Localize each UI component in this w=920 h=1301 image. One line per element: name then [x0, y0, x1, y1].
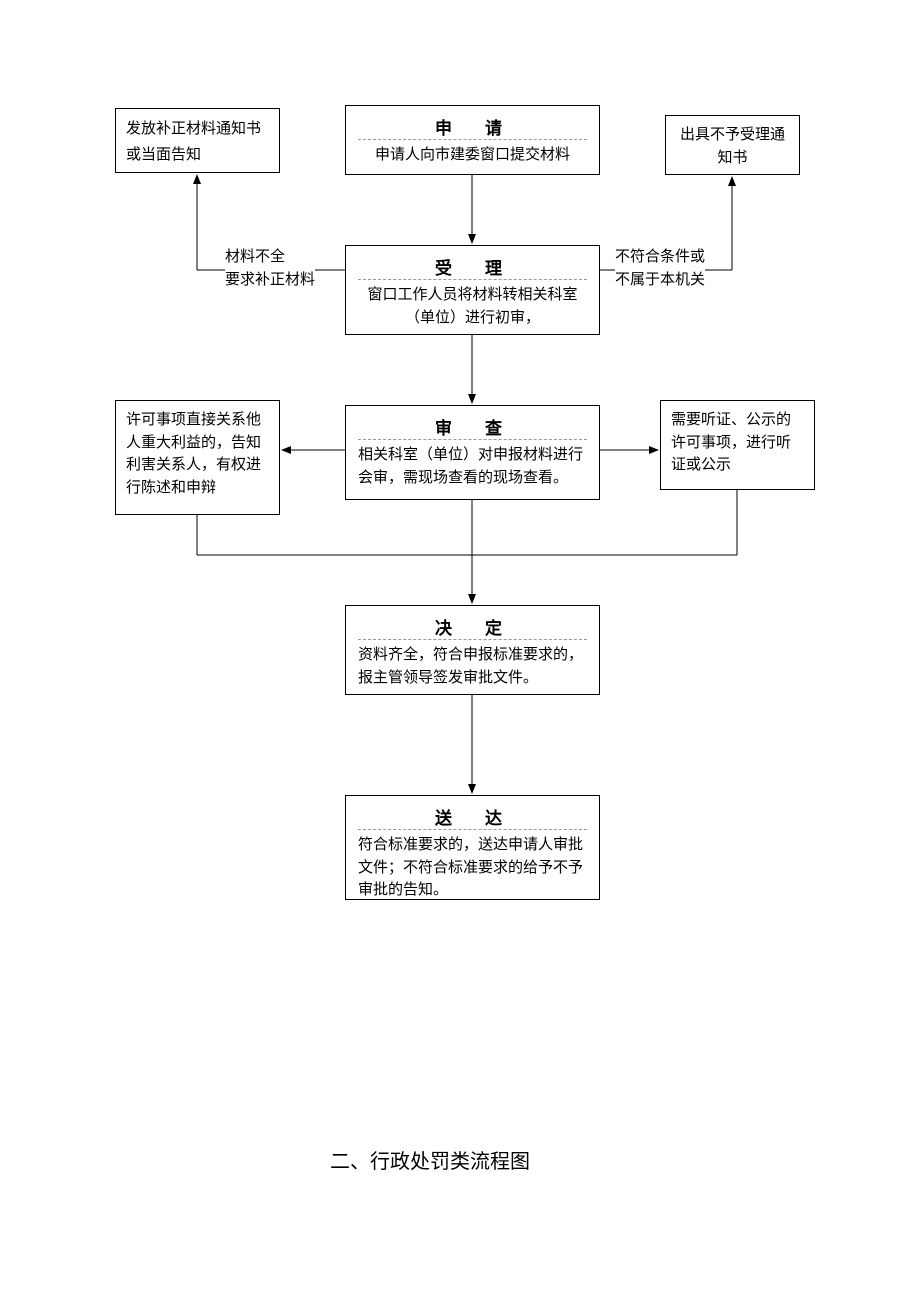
node-deliver: 送 达 符合标准要求的，送达申请人审批文件；不符合标准要求的给予不予审批的告知。: [345, 795, 600, 900]
node-hearing-text: 需要听证、公示的许可事项，进行听证或公示: [671, 412, 791, 473]
node-accept-body: 窗口工作人员将材料转相关科室（单位）进行初审，: [358, 284, 587, 329]
node-review-body: 相关科室（单位）对申报材料进行会审，需现场查看的现场查看。: [358, 444, 587, 489]
node-apply-body: 申请人向市建委窗口提交材料: [358, 144, 587, 167]
node-apply: 申 请 申请人向市建委窗口提交材料: [345, 105, 600, 175]
edge-label-incomplete-2: 要求补正材料: [225, 269, 315, 292]
edge-label-ineligible-1: 不符合条件或: [615, 246, 705, 269]
node-reject-notice: 出具不予受理通知书: [665, 115, 800, 175]
node-supplement-notice-text: 发放补正材料通知书或当面告知: [126, 121, 261, 163]
node-stakeholder: 许可事项直接关系他人重大利益的，告知利害关系人，有权进行陈述和申辩: [115, 400, 280, 515]
node-accept-title: 受 理: [358, 254, 587, 280]
node-accept: 受 理 窗口工作人员将材料转相关科室（单位）进行初审，: [345, 245, 600, 335]
node-reject-notice-text: 出具不予受理通知书: [680, 127, 785, 166]
node-apply-title: 申 请: [358, 114, 587, 140]
edge-label-incomplete: 材料不全 要求补正材料: [225, 246, 315, 291]
node-deliver-body: 符合标准要求的，送达申请人审批文件；不符合标准要求的给予不予审批的告知。: [358, 834, 587, 902]
node-supplement-notice: 发放补正材料通知书或当面告知: [115, 108, 280, 173]
edge-label-ineligible-2: 不属于本机关: [615, 269, 705, 292]
node-hearing: 需要听证、公示的许可事项，进行听证或公示: [660, 400, 815, 490]
edge-label-incomplete-1: 材料不全: [225, 246, 315, 269]
node-review-title: 审 查: [358, 414, 587, 440]
edge-label-ineligible: 不符合条件或 不属于本机关: [615, 246, 705, 291]
node-review: 审 查 相关科室（单位）对申报材料进行会审，需现场查看的现场查看。: [345, 405, 600, 500]
footer-title-text: 二、行政处罚类流程图: [330, 1151, 530, 1173]
node-decide-body: 资料齐全，符合申报标准要求的，报主管领导签发审批文件。: [358, 644, 587, 689]
node-decide: 决 定 资料齐全，符合申报标准要求的，报主管领导签发审批文件。: [345, 605, 600, 695]
footer-title: 二、行政处罚类流程图: [330, 1145, 530, 1174]
node-decide-title: 决 定: [358, 614, 587, 640]
node-stakeholder-text: 许可事项直接关系他人重大利益的，告知利害关系人，有权进行陈述和申辩: [126, 412, 261, 496]
node-deliver-title: 送 达: [358, 804, 587, 830]
